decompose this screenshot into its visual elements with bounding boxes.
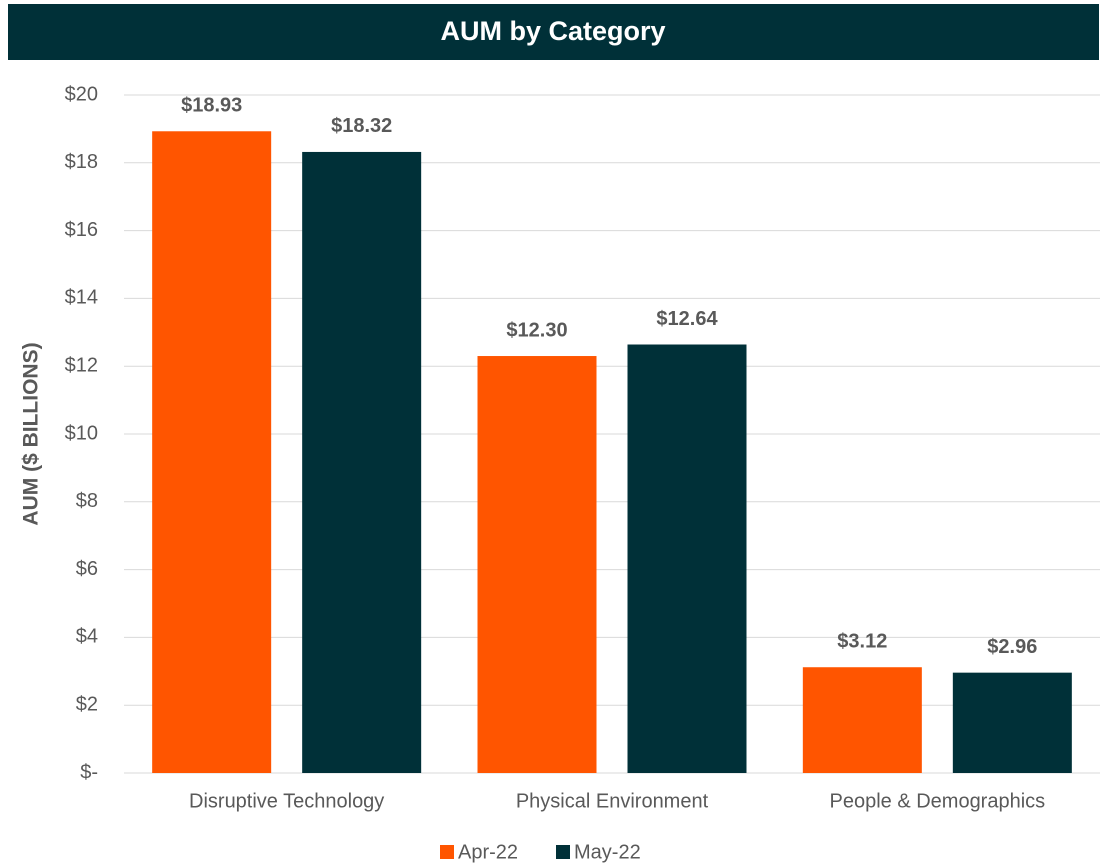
legend-swatch xyxy=(440,845,454,859)
bar xyxy=(152,131,272,773)
y-tick-label: $6 xyxy=(76,558,98,580)
y-tick-label: $8 xyxy=(76,490,98,512)
y-tick-label: $16 xyxy=(65,219,98,241)
value-label: $3.12 xyxy=(837,631,887,653)
value-label: $12.30 xyxy=(506,319,567,341)
y-tick-label: $20 xyxy=(65,83,98,105)
y-tick-label: $10 xyxy=(65,422,98,444)
chart-title: AUM by Category xyxy=(440,16,665,46)
x-tick-label: Disruptive Technology xyxy=(189,790,384,812)
legend-label: Apr-22 xyxy=(458,841,518,863)
legend-label: May-22 xyxy=(574,841,641,863)
bar xyxy=(302,151,422,773)
bar xyxy=(952,672,1072,773)
value-label: $12.64 xyxy=(656,308,718,330)
value-label: $18.93 xyxy=(181,95,242,117)
y-tick-label: $18 xyxy=(65,151,98,173)
y-axis-title: AUM ($ BILLIONS) xyxy=(20,342,43,525)
x-tick-label: People & Demographics xyxy=(829,790,1045,812)
y-tick-label: $- xyxy=(80,761,98,783)
y-tick-label: $2 xyxy=(76,693,98,715)
bar xyxy=(802,667,922,773)
bar xyxy=(477,356,597,773)
x-tick-label: Physical Environment xyxy=(516,790,709,812)
y-tick-label: $12 xyxy=(65,354,98,376)
value-label: $18.32 xyxy=(331,115,392,137)
value-label: $2.96 xyxy=(987,636,1037,658)
title-bar xyxy=(8,4,1099,60)
legend-swatch xyxy=(556,845,570,859)
y-tick-label: $4 xyxy=(76,626,98,648)
bar xyxy=(627,344,747,773)
y-tick-label: $14 xyxy=(65,287,98,309)
